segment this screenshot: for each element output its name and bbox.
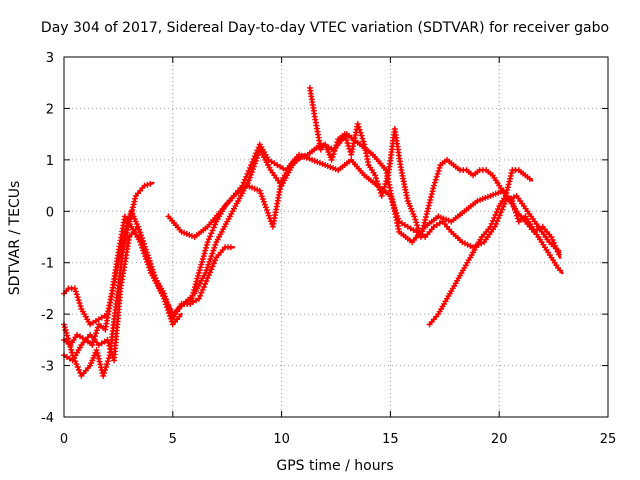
series-sat-d <box>61 223 235 364</box>
series-sat-a <box>61 146 305 348</box>
series-sat-c <box>61 180 155 379</box>
series-sat-f <box>187 141 562 307</box>
series-markers <box>426 192 564 328</box>
y-tick-label: -1 <box>41 257 54 272</box>
x-tick-label: 20 <box>491 432 508 447</box>
y-tick-label: 1 <box>46 154 54 169</box>
y-tick-label: 2 <box>46 102 54 117</box>
plot-frame <box>63 56 609 418</box>
series-markers <box>61 180 154 379</box>
y-tick-label: -3 <box>41 360 54 375</box>
chart-title: Day 304 of 2017, Sidereal Day-to-day VTE… <box>41 20 609 36</box>
y-tick-label: -4 <box>41 411 54 426</box>
x-tick-label: 10 <box>273 432 290 447</box>
y-tick-label: 3 <box>46 51 54 66</box>
series-line <box>62 148 305 347</box>
y-tick-labels: -4 -3 -2 -1 0 1 2 3 <box>41 51 54 426</box>
series-markers <box>306 84 533 240</box>
x-axis-title: GPS time / hours <box>276 458 393 474</box>
axis-ticks <box>63 56 609 418</box>
x-tick-labels: 0 5 10 15 20 25 <box>60 432 616 447</box>
series-sat-h <box>426 192 564 328</box>
y-axis-title: SDTVAR / TECUs <box>7 181 23 296</box>
series-line <box>188 143 562 306</box>
y-tick-label: 0 <box>46 205 54 220</box>
series-markers <box>61 146 305 348</box>
x-tick-label: 25 <box>600 432 617 447</box>
x-tick-label: 15 <box>382 432 399 447</box>
series-group <box>61 84 564 379</box>
grid <box>64 57 608 417</box>
series-sat-g <box>306 84 534 240</box>
x-tick-label: 0 <box>60 432 68 447</box>
y-tick-label: -2 <box>41 308 54 323</box>
x-tick-label: 5 <box>169 432 177 447</box>
series-markers <box>187 141 561 307</box>
